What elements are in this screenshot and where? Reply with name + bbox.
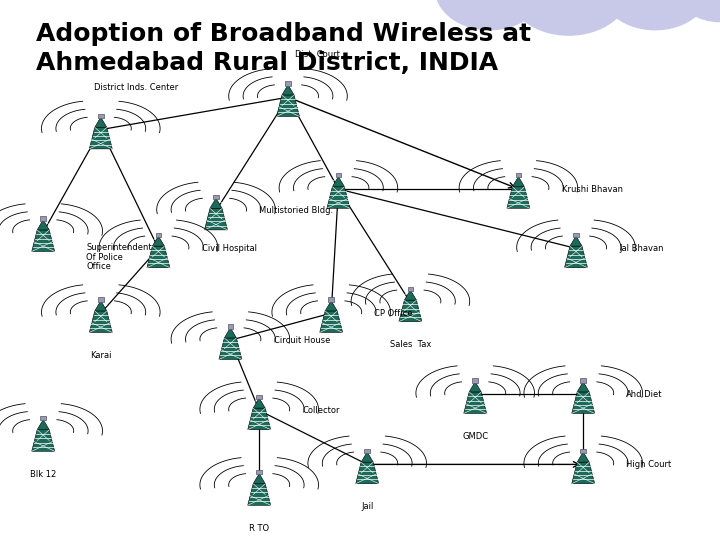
Polygon shape: [570, 236, 582, 246]
Bar: [213, 195, 219, 199]
Polygon shape: [32, 430, 55, 451]
Circle shape: [601, 0, 709, 30]
Polygon shape: [248, 408, 271, 430]
Bar: [40, 416, 46, 420]
Bar: [364, 449, 370, 453]
Bar: [98, 298, 104, 301]
Polygon shape: [147, 246, 170, 268]
Polygon shape: [276, 95, 300, 117]
Polygon shape: [577, 452, 589, 462]
Circle shape: [508, 0, 630, 35]
Polygon shape: [469, 382, 481, 392]
Text: R TO: R TO: [249, 524, 269, 533]
Circle shape: [436, 0, 544, 30]
Text: Krushi Bhavan: Krushi Bhavan: [562, 185, 623, 193]
Polygon shape: [572, 462, 595, 484]
Text: Superintendent
Of Police
Office: Superintendent Of Police Office: [86, 243, 152, 272]
Text: Adoption of Broadband Wireless at
Ahmedabad Rural District, INDIA: Adoption of Broadband Wireless at Ahmeda…: [36, 22, 531, 75]
Bar: [573, 233, 579, 237]
Text: High Court: High Court: [626, 460, 672, 469]
Polygon shape: [37, 220, 49, 230]
Polygon shape: [282, 85, 294, 95]
Text: Sales  Tax: Sales Tax: [390, 340, 431, 349]
Polygon shape: [253, 474, 265, 484]
Polygon shape: [32, 230, 55, 252]
Bar: [328, 298, 334, 301]
Text: Civil Hospital: Civil Hospital: [202, 244, 256, 253]
Polygon shape: [253, 398, 265, 408]
Text: Dist. Court: Dist. Court: [295, 50, 340, 59]
Bar: [40, 217, 46, 220]
Polygon shape: [225, 328, 236, 338]
Polygon shape: [513, 177, 524, 187]
Bar: [336, 173, 341, 177]
Bar: [228, 325, 233, 328]
Polygon shape: [564, 246, 588, 268]
Bar: [285, 82, 291, 85]
Polygon shape: [153, 236, 164, 246]
Polygon shape: [577, 382, 589, 392]
Text: District Inds. Center: District Inds. Center: [94, 83, 178, 92]
Text: Jal Bhavan: Jal Bhavan: [619, 244, 664, 253]
Polygon shape: [333, 177, 344, 187]
Polygon shape: [464, 392, 487, 414]
Bar: [516, 173, 521, 177]
Text: Circuit House: Circuit House: [274, 336, 330, 345]
Polygon shape: [95, 301, 107, 311]
Polygon shape: [219, 338, 242, 360]
Text: Karai: Karai: [90, 351, 112, 360]
Polygon shape: [405, 290, 416, 300]
Text: Collector: Collector: [302, 406, 340, 415]
Polygon shape: [89, 311, 112, 333]
Polygon shape: [89, 127, 112, 149]
Circle shape: [677, 0, 720, 22]
Text: Ahd.Diet: Ahd.Diet: [626, 390, 663, 399]
Text: CP Office: CP Office: [374, 309, 413, 318]
Bar: [580, 449, 586, 453]
Polygon shape: [95, 117, 107, 127]
Polygon shape: [320, 311, 343, 333]
Bar: [256, 395, 262, 399]
Bar: [580, 379, 586, 382]
Text: GMDC: GMDC: [462, 432, 488, 441]
Polygon shape: [210, 198, 222, 208]
Bar: [472, 379, 478, 382]
Text: Blk 12: Blk 12: [30, 470, 56, 479]
Polygon shape: [325, 301, 337, 311]
Bar: [156, 233, 161, 237]
Bar: [408, 287, 413, 291]
Polygon shape: [361, 452, 373, 462]
Polygon shape: [356, 462, 379, 484]
Polygon shape: [572, 392, 595, 414]
Text: Multistoried Bldg.: Multistoried Bldg.: [259, 206, 333, 215]
Polygon shape: [327, 187, 350, 208]
Polygon shape: [399, 300, 422, 322]
Polygon shape: [37, 420, 49, 430]
Bar: [98, 114, 104, 118]
Polygon shape: [507, 187, 530, 208]
Polygon shape: [204, 208, 228, 230]
Text: Jail: Jail: [361, 502, 374, 511]
Bar: [256, 470, 262, 474]
Polygon shape: [248, 484, 271, 505]
